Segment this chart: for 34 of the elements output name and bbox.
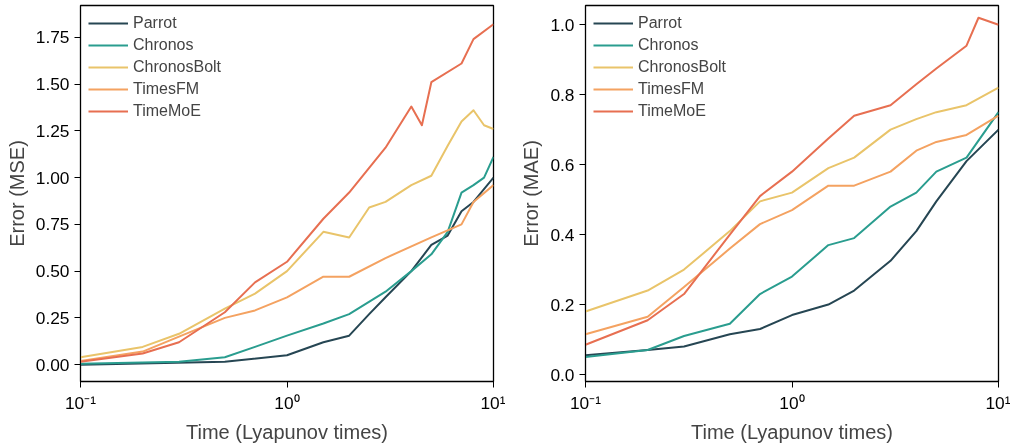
y-tick-label: 1.00 [35,167,70,188]
x-axis-title: Time (Lyapunov times) [186,420,388,443]
legend-label: Parrot [638,14,682,32]
y-tick-label: 0.75 [35,214,70,235]
y-tick-label: 0.8 [550,84,575,105]
y-tick-label: 0.50 [35,261,70,282]
y-axis-title: Error (MSE) [5,140,28,247]
y-tick-label: 0.0 [550,364,575,385]
y-tick-label: 0.4 [550,224,575,245]
y-tick-label: 1.75 [35,27,70,48]
x-tick-label: 10⁰ [274,392,300,413]
legend-label: ChronosBolt [133,58,222,76]
legend-label: TimesFM [638,80,705,98]
x-tick-label: 10⁻¹ [64,392,97,413]
legend-label: Chronos [638,36,699,54]
x-tick-label: 10¹ [480,392,506,413]
x-tick-label: 10⁰ [779,392,805,413]
y-tick-label: 1.0 [550,14,575,35]
legend-label: ChronosBolt [638,58,727,76]
x-tick-label: 10⁻¹ [569,392,602,413]
y-tick-label: 1.25 [35,120,70,141]
x-tick-label: 10¹ [985,392,1011,413]
y-tick-label: 0.6 [550,154,575,175]
legend-label: TimeMoE [133,102,201,120]
legend-label: TimeMoE [638,102,706,120]
y-tick-label: 0.2 [550,294,575,315]
y-tick-label: 0.25 [35,307,70,328]
y-axis-title: Error (MAE) [520,140,543,247]
legend-label: Chronos [133,36,194,54]
x-axis-title: Time (Lyapunov times) [691,420,893,443]
legend-label: Parrot [133,14,177,32]
y-tick-label: 0.00 [35,354,70,375]
y-tick-label: 1.50 [35,74,70,95]
legend-label: TimesFM [133,80,200,98]
